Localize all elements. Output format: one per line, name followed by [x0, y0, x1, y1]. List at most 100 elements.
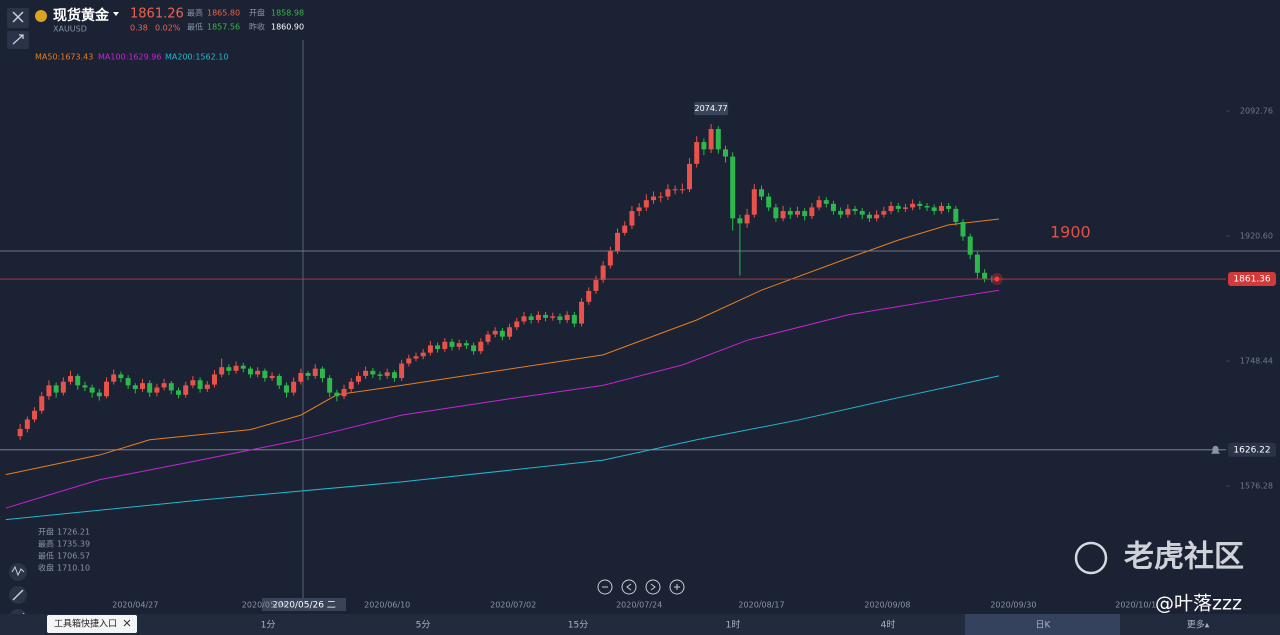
candle-body	[319, 368, 325, 379]
candle-body	[204, 384, 210, 389]
candle-body	[758, 189, 764, 197]
timeframe-tab[interactable]: 日K	[1036, 620, 1052, 631]
candle-body	[406, 358, 412, 364]
candle-body	[665, 189, 671, 197]
candle-body	[866, 214, 872, 219]
candle-body	[643, 200, 649, 208]
timeframe-tab[interactable]: 15分	[568, 620, 588, 631]
candle-body	[456, 343, 462, 347]
alert-bell[interactable]	[1211, 445, 1220, 454]
watermark: 老虎社区	[1124, 540, 1244, 575]
zoom-out[interactable]	[597, 579, 613, 595]
candle-body	[478, 341, 484, 352]
change-pct: 0.02%	[155, 24, 181, 33]
x-tick-label: 2020/06/10	[364, 601, 410, 610]
candle-body	[262, 370, 268, 379]
timeframe-tab[interactable]: 5分	[416, 620, 431, 631]
candle-body	[924, 205, 930, 208]
crosshair-date-box	[262, 598, 346, 611]
candle-body	[147, 383, 153, 393]
candle-body	[60, 381, 66, 393]
candle-body	[629, 211, 635, 226]
candle-body	[413, 356, 419, 359]
zoom-glyphs	[602, 583, 680, 591]
candle-body	[902, 207, 908, 209]
candle-body	[946, 205, 952, 209]
toolbox-box[interactable]	[47, 615, 137, 633]
candle-body	[449, 341, 455, 347]
candle-body	[305, 372, 311, 376]
candle-body	[737, 218, 743, 224]
toolbox-close[interactable]	[123, 619, 131, 627]
tool-indicator[interactable]	[9, 563, 27, 581]
candle-body	[543, 314, 549, 318]
candle-body	[32, 410, 38, 420]
alert-tag	[1228, 442, 1276, 457]
candle-body	[226, 367, 232, 371]
ma-line	[5, 289, 1000, 509]
candle-body	[802, 211, 808, 217]
candle-body	[118, 374, 124, 379]
dropdown-arrow[interactable]	[113, 12, 119, 16]
candle-body	[384, 372, 390, 376]
candle-body	[722, 149, 728, 157]
candle-body	[766, 196, 772, 208]
candle-body	[399, 363, 405, 379]
quote-low-label: 最低	[187, 22, 203, 32]
toolbox-label: 工具箱快捷入口	[54, 618, 117, 630]
candle-body	[96, 392, 102, 397]
candle-body	[744, 214, 750, 224]
candle-body	[39, 396, 45, 411]
candle-body	[377, 374, 383, 376]
candle-body	[463, 343, 469, 346]
timeframe-tab[interactable]: 1时	[726, 619, 741, 631]
timeframe-tab[interactable]: 更多▴	[1187, 619, 1210, 631]
candle-body	[751, 189, 757, 215]
x-tick-label: 2020/09/30	[990, 601, 1036, 610]
candle-body	[701, 142, 707, 150]
candle-body	[658, 196, 664, 198]
candle-body	[68, 375, 74, 382]
candle-body	[600, 265, 606, 281]
watermark-logo	[1074, 541, 1108, 575]
zoom-in[interactable]	[669, 579, 685, 595]
scroll-left[interactable]	[621, 579, 637, 595]
candle-body	[190, 380, 196, 386]
candle-body	[586, 290, 592, 302]
candle-body	[442, 341, 448, 350]
candle-body	[211, 374, 217, 385]
symbol-code: XAUUSD	[53, 25, 87, 34]
candle-body	[931, 207, 937, 212]
zoom-controls	[597, 579, 685, 595]
candle-body	[471, 345, 477, 352]
candle-body	[838, 211, 844, 215]
candle-body	[636, 207, 642, 212]
candle-body	[89, 387, 95, 393]
candle-body	[974, 254, 980, 273]
candle-body	[938, 205, 944, 212]
timeframe-tab[interactable]: 4时	[881, 619, 896, 631]
candle-body	[276, 375, 282, 386]
candle-body	[521, 316, 527, 322]
timeframe-tab[interactable]: 1分	[261, 620, 276, 631]
candle-body	[687, 163, 693, 190]
candle-body	[104, 381, 110, 397]
scroll-right[interactable]	[645, 579, 661, 595]
candle-body	[895, 205, 901, 209]
info-value: 1726.21	[57, 528, 90, 537]
indicator-icon	[11, 565, 25, 577]
quote-prev-label: 昨收	[249, 22, 265, 32]
candle-body	[615, 232, 621, 251]
high-tag	[694, 102, 729, 116]
high-annotation: 2074.77	[695, 104, 728, 113]
candle-body	[672, 189, 678, 191]
alert-price: 1626.22	[1233, 445, 1270, 455]
info-value: 1735.39	[57, 540, 90, 549]
candle-body	[17, 428, 23, 437]
candle-body	[881, 211, 887, 215]
candle-body	[183, 385, 189, 395]
candle-body	[427, 345, 433, 353]
candle-body	[579, 301, 585, 324]
candle-body	[694, 142, 700, 164]
